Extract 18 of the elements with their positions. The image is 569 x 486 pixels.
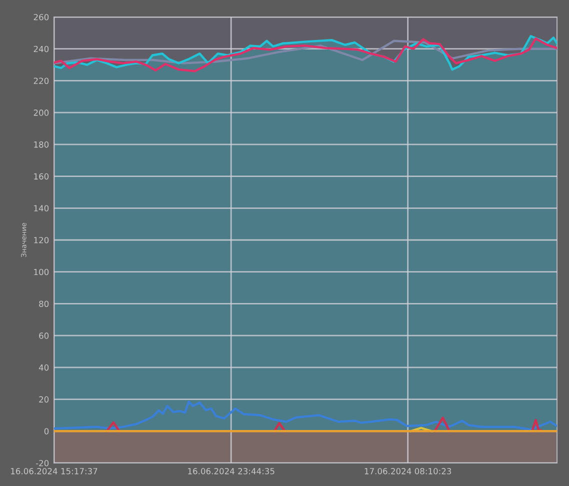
x-tick-label: 16.06.2024 15:17:37 bbox=[11, 468, 98, 474]
y-tick-label: 220 bbox=[34, 78, 49, 84]
y-tick-label: 140 bbox=[34, 205, 49, 212]
x-tick-label: 17.06.2024 08:10:23 bbox=[364, 468, 452, 474]
y-tick-label: 60 bbox=[39, 332, 49, 339]
y-tick-label: 160 bbox=[34, 173, 49, 180]
y-tick-label: 260 bbox=[34, 14, 49, 20]
y-tick-label: 80 bbox=[39, 300, 49, 307]
x-tick-label: 16.06.2024 23:44:35 bbox=[188, 468, 274, 474]
y-tick-label: -20 bbox=[36, 460, 49, 466]
y-tick-label: 40 bbox=[38, 364, 49, 371]
y-tick-label: 100 bbox=[34, 268, 49, 276]
y-tick-label: 180 bbox=[34, 141, 49, 148]
y-tick-label: 20 bbox=[39, 396, 49, 403]
y-tick-label: 120 bbox=[34, 236, 49, 244]
y-tick-label: 0 bbox=[44, 428, 49, 434]
y-tick-label: 240 bbox=[34, 46, 49, 52]
y-tick-label: 200 bbox=[34, 110, 49, 116]
